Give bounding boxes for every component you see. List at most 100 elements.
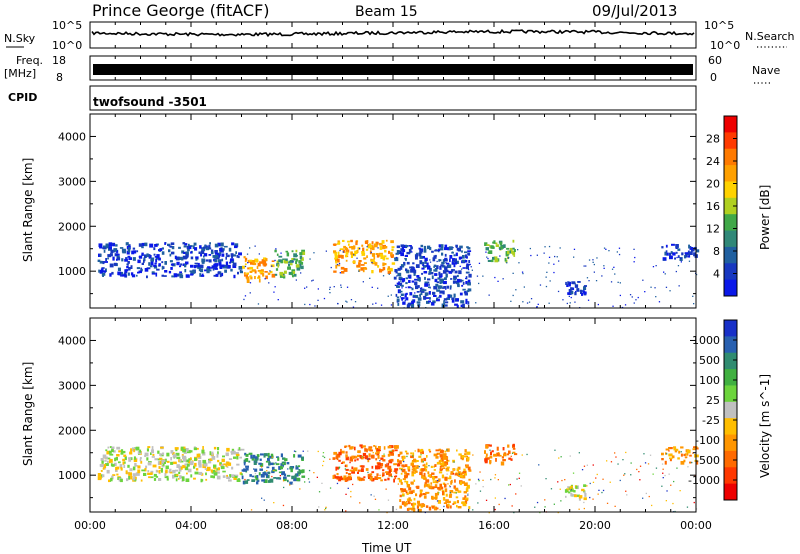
data-cell [668, 447, 670, 449]
noise-cell [583, 501, 585, 504]
data-cell [214, 243, 219, 248]
data-cell [383, 246, 388, 249]
noise-cell [516, 478, 518, 480]
noise-cell [624, 473, 626, 475]
data-cell [228, 247, 232, 252]
data-cell [249, 266, 254, 270]
data-cell [170, 263, 174, 266]
data-cell [257, 269, 262, 272]
noise-cell [665, 286, 668, 288]
noise-cell [586, 485, 588, 487]
data-cell [443, 280, 447, 285]
data-cell [395, 293, 398, 297]
data-cell [359, 455, 362, 459]
data-cell [343, 268, 348, 272]
data-cell [195, 447, 199, 450]
colorbar-swatch [724, 320, 737, 337]
data-cell [146, 457, 149, 461]
data-cell [583, 285, 587, 287]
data-cell [106, 469, 110, 474]
noise-cell [420, 454, 422, 456]
data-cell [241, 475, 244, 480]
data-cell [398, 479, 402, 483]
data-cell [225, 464, 228, 467]
data-cell [403, 278, 406, 282]
noise-cell [395, 508, 398, 511]
data-cell [126, 478, 129, 482]
nsky-strip: N.Sky 10^5 10^0 10^5 10^0 N.Search [4, 19, 795, 52]
data-cell [132, 473, 136, 477]
data-cell [423, 472, 426, 477]
data-cell [458, 256, 461, 260]
data-cell [444, 461, 449, 465]
data-cell [216, 471, 220, 474]
nsky-tick-bottom: 10^0 [52, 39, 82, 52]
data-cell [567, 281, 570, 286]
data-cell [405, 292, 408, 295]
noise-cell [518, 262, 520, 264]
data-cell [462, 303, 465, 308]
data-cell [265, 460, 268, 463]
data-cell [280, 453, 283, 458]
data-cell [402, 488, 407, 492]
data-cell [333, 451, 338, 455]
noise-cell [482, 275, 484, 277]
data-cell [194, 457, 197, 461]
data-cell [402, 249, 406, 253]
noise-cell [375, 302, 377, 304]
data-cell [161, 459, 166, 462]
data-cell [441, 278, 444, 282]
data-cell [127, 260, 130, 264]
data-cell [126, 265, 129, 269]
data-cell [671, 455, 675, 459]
noise-cell [476, 275, 479, 277]
noise-cell [371, 261, 373, 264]
data-cell [150, 257, 155, 260]
data-cell [365, 468, 369, 471]
data-cell [337, 251, 340, 256]
data-cell [183, 459, 187, 462]
data-cell [428, 271, 432, 274]
data-cell [387, 270, 392, 274]
data-cell [393, 463, 397, 466]
noise-cell [403, 460, 405, 463]
noise-cell [544, 506, 546, 508]
data-cell [169, 245, 173, 248]
noise-cell [396, 275, 398, 277]
data-cell [201, 247, 206, 252]
data-cell [107, 257, 109, 260]
data-cell [435, 480, 439, 484]
data-cell [444, 483, 447, 488]
data-cell [444, 277, 447, 280]
data-cell [360, 468, 364, 472]
data-cell [468, 506, 471, 509]
data-cell [233, 254, 237, 257]
data-cell [123, 454, 127, 457]
data-cell [120, 449, 124, 454]
data-cell [426, 262, 429, 266]
data-cell [423, 463, 426, 467]
data-cell [197, 262, 200, 267]
noise-cell [605, 248, 607, 250]
data-cell [155, 257, 160, 260]
data-cell [669, 457, 672, 462]
data-cell [461, 455, 464, 459]
data-cell [425, 462, 428, 466]
data-cell [434, 492, 438, 497]
data-cell [288, 271, 293, 275]
data-cell [172, 461, 177, 465]
data-cell [416, 301, 421, 304]
data-cell [444, 244, 448, 248]
noise-cell [345, 300, 347, 302]
data-cell [453, 264, 456, 268]
noise-cell [494, 508, 496, 511]
data-cell [144, 452, 149, 457]
data-cell [222, 470, 226, 473]
data-cell [116, 258, 118, 261]
data-cell [276, 253, 279, 256]
data-cell [341, 271, 345, 274]
data-cell [182, 242, 186, 245]
noise-cell [309, 258, 311, 260]
noise-cell [608, 250, 610, 252]
data-cell [433, 506, 438, 511]
